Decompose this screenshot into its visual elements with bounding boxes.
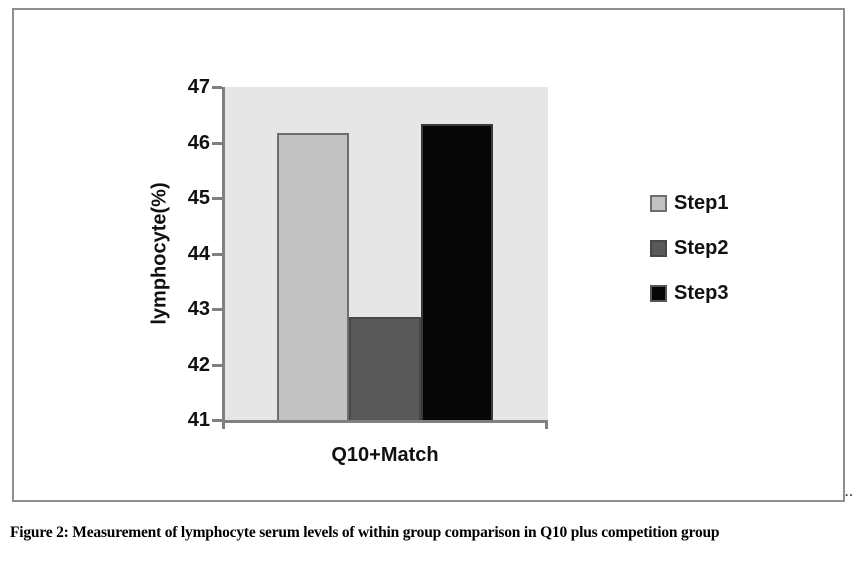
bar-step3 [421, 124, 493, 420]
legend-label: Step3 [674, 282, 729, 304]
y-tick-mark [212, 308, 222, 311]
y-tick-label: 43 [187, 298, 210, 320]
stray-dots-artifact: .. [845, 485, 854, 499]
figure-border-box: lymphocyte(%) 47 46 45 44 43 42 41 Q10+Match S… [12, 8, 845, 502]
y-tick-mark [212, 419, 222, 422]
legend-swatch-icon [650, 239, 667, 257]
y-tick-mark [212, 86, 222, 89]
x-axis-category-label: Q10+Match [331, 444, 439, 466]
plot-area [222, 87, 548, 423]
legend-item-step2: Step2 [650, 238, 728, 258]
legend-item-step1: Step1 [650, 193, 728, 213]
legend: Step1 Step2 Step3 [650, 193, 728, 328]
y-tick-mark [212, 252, 222, 256]
legend-item-step3: Step3 [650, 283, 728, 303]
y-tick-label: 44 [187, 242, 210, 265]
figure-caption: Figure 2: Measurement of lymphocyte seru… [10, 524, 720, 541]
y-tick-mark [212, 197, 222, 200]
y-tick-label: 47 [187, 76, 210, 98]
y-tick-label: 41 [187, 409, 210, 431]
y-tick-label: 45 [187, 187, 210, 209]
legend-swatch-icon [650, 284, 667, 302]
y-tick-mark [212, 363, 222, 367]
bar-step1 [277, 133, 349, 420]
y-tick-label: 46 [187, 131, 210, 154]
legend-label: Step2 [674, 237, 729, 259]
x-axis-tick-right [545, 420, 548, 429]
bar-step2 [349, 317, 421, 420]
legend-swatch-icon [650, 194, 667, 212]
y-tick-mark [212, 141, 222, 145]
x-axis-tick-left [222, 420, 225, 429]
y-tick-label: 42 [187, 353, 210, 376]
legend-label: Step1 [674, 192, 729, 214]
